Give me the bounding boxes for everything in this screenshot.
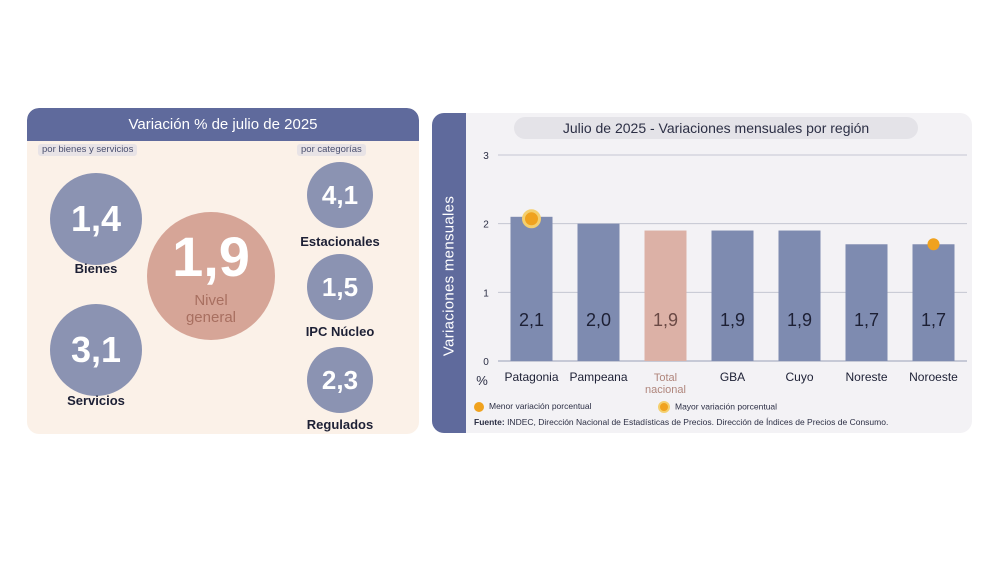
bubble-ipc-nucleo: 1,5 — [307, 254, 373, 320]
bar-value-label: 1,9 — [653, 310, 678, 330]
bubble-bienes-value: 1,4 — [70, 198, 122, 239]
min-marker-icon — [927, 238, 940, 251]
left-panel: Variación % de julio de 2025 por bienes … — [27, 108, 419, 434]
y-unit-label: % — [476, 373, 488, 388]
right-panel: Variaciones mensuales Julio de 2025 - Va… — [432, 113, 972, 433]
x-category-label: Noroeste — [909, 370, 958, 384]
y-tick-label: 3 — [483, 151, 489, 162]
x-category-label: Total — [654, 372, 677, 384]
x-category-label: Noreste — [845, 370, 887, 384]
bar-value-label: 2,0 — [586, 310, 611, 330]
bubble-regulados-label: Regulados — [306, 417, 374, 432]
left-panel-title: Variación % de julio de 2025 — [27, 108, 419, 141]
y-axis-strip — [432, 113, 466, 433]
bubble-regulados: 2,3 — [307, 347, 373, 413]
bubble-nivel-general: 1,9 Nivel general — [147, 212, 275, 340]
bar — [845, 244, 888, 361]
bar-value-label: 2,1 — [519, 310, 544, 330]
group-label-bienes-servicios: por bienes y servicios — [38, 144, 138, 156]
max-marker-icon — [522, 209, 541, 229]
group-label-categorias: por categorías — [297, 144, 366, 156]
source-text: INDEC, Dirección Nacional de Estadística… — [504, 417, 889, 427]
nivel-general-label-line2: general — [185, 309, 237, 326]
bar — [912, 244, 955, 361]
bubble-estacionales: 4,1 — [307, 162, 373, 228]
bubble-estacionales-label: Estacionales — [300, 234, 380, 249]
bubble-bienes-label: Bienes — [74, 261, 118, 276]
bubble-servicios-value: 3,1 — [70, 329, 122, 370]
source-label: Fuente: — [474, 417, 505, 427]
legend-item-mayor: Mayor variación porcentual — [658, 401, 777, 413]
bubble-ipc-nucleo-value: 1,5 — [321, 271, 359, 302]
x-category-label: GBA — [720, 370, 745, 384]
source-note: Fuente: INDEC, Dirección Nacional de Est… — [474, 417, 888, 427]
legend-ring-dot-icon — [658, 401, 670, 413]
bar — [577, 223, 620, 361]
bubble-regulados-value: 2,3 — [321, 364, 359, 395]
legend-label-mayor: Mayor variación porcentual — [675, 401, 778, 412]
nivel-general-label: Nivel general — [147, 292, 275, 326]
y-tick-label: 1 — [483, 288, 489, 299]
bubble-servicios: 3,1 — [50, 304, 142, 396]
nivel-general-value: 1,9 — [172, 225, 250, 288]
y-tick-label: 0 — [483, 357, 489, 368]
bar-chart: 0 1 2 3% 2,1 Patagonia 2,0 Pampeana 1,9 Totalnaci… — [476, 151, 967, 396]
bubble-estacionales-value: 4,1 — [321, 179, 359, 210]
bubble-servicios-label: Servicios — [67, 393, 125, 408]
legend-dot-icon — [474, 401, 484, 412]
bar-value-label: 1,7 — [854, 310, 879, 330]
x-category-label: nacional — [645, 384, 686, 396]
bar — [711, 230, 754, 361]
bar — [778, 230, 821, 361]
bar-value-label: 1,9 — [787, 310, 812, 330]
legend-label-menor: Menor variación porcentual — [489, 401, 592, 411]
x-category-label: Patagonia — [504, 370, 558, 384]
bar-value-label: 1,9 — [720, 310, 745, 330]
x-category-label: Pampeana — [569, 370, 627, 384]
x-category-label: Cuyo — [785, 370, 813, 384]
bubble-ipc-nucleo-label: IPC Núcleo — [305, 324, 375, 339]
chart-title: Julio de 2025 - Variaciones mensuales po… — [514, 117, 918, 139]
legend-item-menor: Menor variación porcentual — [474, 401, 592, 412]
bubble-bienes: 1,4 — [50, 173, 142, 265]
bar — [510, 216, 553, 361]
nivel-general-label-line1: Nivel — [194, 292, 228, 309]
y-tick-label: 2 — [483, 220, 489, 231]
bar-value-label: 1,7 — [921, 310, 946, 330]
bar — [644, 230, 687, 361]
